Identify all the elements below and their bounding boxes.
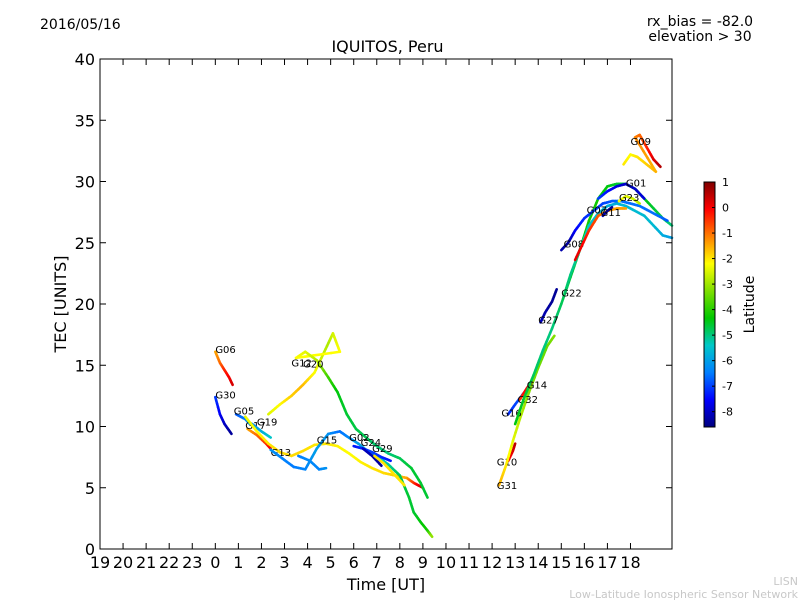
y-tick-label: 25 xyxy=(75,234,95,253)
satellite-label: G06 xyxy=(215,345,235,356)
x-tick-label: 13 xyxy=(505,553,525,572)
colorbar-tick-label: 1 xyxy=(722,176,729,189)
satellite-label: G23 xyxy=(619,193,639,204)
satellite-trace-g09: G09 xyxy=(624,135,661,172)
trace-segment xyxy=(389,460,391,461)
satellite-label: G09 xyxy=(630,137,650,148)
trace-segment xyxy=(322,353,331,354)
x-tick-label: 1 xyxy=(233,553,243,572)
plot-area: G06G30G05G17G19G13G12G20G15G02G24G29G10G… xyxy=(215,135,672,537)
x-tick-label: 3 xyxy=(279,553,289,572)
satellite-label: G27 xyxy=(538,316,558,327)
colorbar-gradient xyxy=(704,182,715,427)
colorbar-tick-label: -1 xyxy=(722,227,733,240)
trace-segment xyxy=(331,352,340,353)
x-tick-label: 2 xyxy=(256,553,266,572)
x-tick-label: 4 xyxy=(302,553,312,572)
y-tick-label: 5 xyxy=(85,479,95,498)
satellite-trace-g27: G27 xyxy=(538,289,558,326)
satellite-trace-g11: G11 xyxy=(601,207,621,219)
colorbar-tick-label: -7 xyxy=(722,380,733,393)
x-axis-label: Time [UT] xyxy=(346,575,425,594)
satellite-label: G22 xyxy=(561,289,581,300)
trace-segment xyxy=(426,495,427,498)
x-tick-label: 10 xyxy=(436,553,456,572)
satellite-label: G31 xyxy=(497,481,517,492)
y-axis-label: TEC [UNITS] xyxy=(51,256,70,354)
colorbar-tick-label: -6 xyxy=(722,355,733,368)
satellite-trace-g15: G15 xyxy=(298,436,337,470)
y-tick-label: 15 xyxy=(75,356,95,375)
x-tick-label: 12 xyxy=(482,553,502,572)
trace-segment xyxy=(314,354,323,355)
satellite-trace-g23: G23 xyxy=(619,193,640,204)
satellite-trace-g12: G12 xyxy=(271,358,432,536)
trace-segment xyxy=(380,464,382,466)
x-tick-label: 15 xyxy=(551,553,571,572)
satellite-label: G14 xyxy=(527,381,547,392)
x-tick-label: 0 xyxy=(210,553,220,572)
x-tick-label: 7 xyxy=(372,553,382,572)
satellite-trace-g06: G06 xyxy=(215,345,235,385)
trace-segment xyxy=(232,383,233,384)
trace-segment xyxy=(230,432,231,434)
y-tick-label: 30 xyxy=(75,173,95,192)
satellite-trace-g30: G30 xyxy=(215,390,235,434)
colorbar-label: Latitude xyxy=(742,276,758,334)
colorbar-tick-label: -4 xyxy=(722,304,733,317)
x-tick-label: 16 xyxy=(574,553,594,572)
y-tick-label: 40 xyxy=(75,50,95,69)
colorbar-tick-label: -2 xyxy=(722,253,733,266)
trace-segment xyxy=(659,165,660,166)
x-tick-label: 11 xyxy=(459,553,479,572)
satellite-label: G05 xyxy=(234,406,254,417)
x-tick-label: 6 xyxy=(349,553,359,572)
y-tick-label: 35 xyxy=(75,111,95,130)
trace-segment xyxy=(431,536,432,537)
satellite-label: G20 xyxy=(303,360,323,371)
trace-segment xyxy=(553,336,554,338)
plot-frame xyxy=(100,59,672,549)
x-tick-label: 23 xyxy=(182,553,202,572)
x-tick-label: 14 xyxy=(528,553,548,572)
colorbar-tick-label: 0 xyxy=(722,202,729,215)
x-tick-label: 8 xyxy=(395,553,405,572)
x-tick-label: 22 xyxy=(159,553,179,572)
x-tick-label: 17 xyxy=(597,553,617,572)
colorbar-tick-label: -3 xyxy=(722,278,733,291)
x-tick-label: 21 xyxy=(136,553,156,572)
colorbar-tick-label: -5 xyxy=(722,329,733,342)
x-tick-label: 18 xyxy=(620,553,640,572)
colorbar-tick-label: -8 xyxy=(722,406,733,419)
trace-segment xyxy=(642,197,644,199)
satellite-label: G15 xyxy=(317,436,337,447)
satellite-label: G11 xyxy=(601,208,621,219)
trace-segment xyxy=(556,289,557,291)
y-tick-label: 10 xyxy=(75,418,95,437)
y-tick-label: 0 xyxy=(85,540,95,559)
x-tick-label: 5 xyxy=(326,553,336,572)
satellite-label: G19 xyxy=(257,417,277,428)
colorbar: 1 0 -1 -2 -3 -4 -5 -6 -7 -8 Latitude xyxy=(704,176,758,427)
x-tick-label: 20 xyxy=(113,553,133,572)
trace-segment xyxy=(666,220,668,221)
x-tick-label: 9 xyxy=(418,553,428,572)
trace-segment xyxy=(403,483,405,485)
satellite-label: G01 xyxy=(626,178,646,189)
y-tick-label: 20 xyxy=(75,295,95,314)
satellite-label: G30 xyxy=(215,390,235,401)
satellite-label: G29 xyxy=(372,444,392,455)
trace-segment xyxy=(269,436,271,437)
